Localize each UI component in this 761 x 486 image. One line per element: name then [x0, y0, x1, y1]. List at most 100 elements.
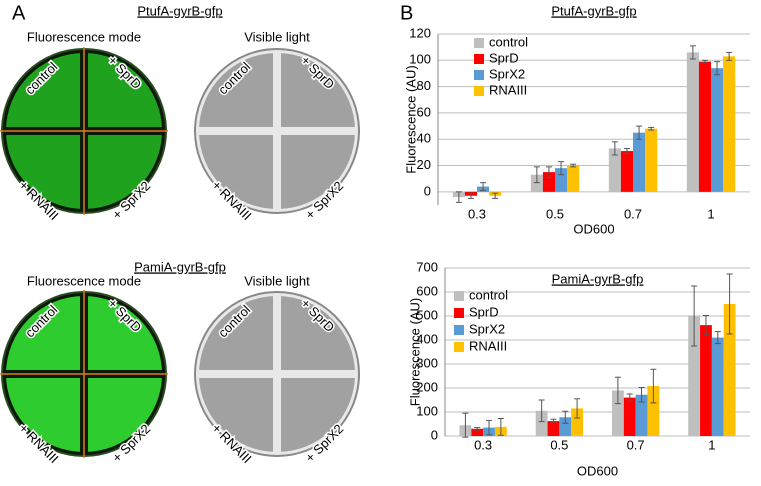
y-tick-label: 80: [417, 78, 431, 93]
bar: [688, 316, 701, 436]
error-bar: [492, 192, 499, 199]
y-tick-label: 120: [409, 25, 431, 40]
error-bar: [626, 393, 633, 402]
y-tick-label: 100: [416, 403, 438, 418]
legend-swatch: [474, 70, 484, 80]
legend-swatch: [474, 86, 484, 96]
y-axis-label: Fluorescence (AU): [403, 65, 418, 173]
error-bar: [562, 410, 569, 424]
error-bar: [611, 141, 618, 156]
error-bar: [702, 315, 709, 336]
error-bar: [726, 51, 733, 61]
legend-swatch: [454, 342, 464, 352]
y-tick-label: 100: [409, 52, 431, 67]
error-bar: [533, 166, 540, 184]
error-bar: [691, 285, 698, 347]
section-title: PamiA-gyrB-gfp: [134, 259, 226, 274]
bar: [547, 421, 560, 436]
plate-mode: Fluorescence mode: [27, 29, 141, 44]
error-bar: [638, 387, 645, 403]
x-tick-label: 0.3: [468, 206, 486, 221]
section-title: PtufA-gyrB-gfp: [137, 3, 222, 18]
bar: [559, 417, 572, 436]
legend-label: SprX2: [489, 66, 525, 81]
y-tick-label: 500: [416, 307, 438, 322]
error-bar: [545, 166, 552, 178]
legend-swatch: [474, 54, 484, 64]
legend-label: SprD: [489, 50, 519, 65]
legend-swatch: [454, 325, 464, 335]
y-tick-label: 600: [416, 283, 438, 298]
plate-mode: Fluorescence mode: [27, 273, 141, 288]
plate-growth: [6, 53, 162, 209]
legend-swatch: [454, 308, 464, 318]
y-tick-label: 300: [416, 355, 438, 370]
error-bar: [480, 182, 487, 192]
error-bar: [650, 368, 657, 404]
error-bar: [558, 161, 565, 176]
legend-swatch: [454, 291, 464, 301]
error-bar: [486, 419, 493, 436]
legend-label: RNAIII: [469, 338, 507, 353]
x-tick-label: 0.7: [624, 206, 642, 221]
bar: [686, 52, 699, 192]
bar: [711, 68, 724, 192]
y-tick-label: 20: [417, 157, 431, 172]
legend-label: SprX2: [469, 321, 505, 336]
bar: [620, 151, 633, 192]
x-tick-label: 1: [708, 437, 715, 452]
bar: [608, 148, 621, 192]
error-bar: [714, 61, 721, 76]
error-bar: [614, 376, 621, 405]
x-axis-label: OD600: [573, 221, 614, 236]
plate: control + SprD+ RNAIII + SprX2: [0, 290, 168, 468]
plate: control + SprD+ RNAIII + SprX2: [194, 48, 360, 225]
legend-swatch: [474, 38, 484, 48]
error-bar: [701, 59, 708, 64]
x-tick-label: 0.3: [474, 437, 492, 452]
error-bar: [550, 418, 557, 424]
x-tick-label: 0.7: [627, 437, 645, 452]
error-bar: [636, 125, 643, 140]
bar: [471, 428, 484, 436]
bar: [535, 410, 548, 436]
bar: [571, 408, 584, 436]
x-tick-label: 1: [707, 206, 714, 221]
bar: [542, 172, 555, 192]
bar: [635, 394, 648, 436]
error-bar: [474, 427, 481, 431]
y-tick-label: 40: [417, 131, 431, 146]
bar: [530, 174, 543, 192]
y-tick-label: 0: [424, 183, 431, 198]
plate: control + SprD+ RNAIII + SprX2: [194, 291, 360, 468]
error-bar: [689, 45, 696, 60]
bar: [623, 397, 636, 436]
error-bar: [455, 191, 462, 203]
y-tick-label: 200: [416, 379, 438, 394]
plate-mode: Visible light: [244, 273, 310, 288]
legend-label: control: [489, 34, 528, 49]
bar: [723, 304, 736, 436]
error-bar: [462, 412, 469, 438]
x-tick-label: 0.5: [550, 437, 568, 452]
plate: control + SprD+ RNAIII + SprX2: [0, 47, 168, 225]
legend-label: SprD: [469, 304, 499, 319]
error-bar: [570, 163, 577, 168]
bar: [633, 132, 646, 192]
legend-label: control: [469, 287, 508, 302]
error-bar: [538, 399, 545, 423]
x-axis-label: OD600: [577, 463, 618, 478]
bar: [647, 386, 660, 436]
bar: [567, 165, 580, 192]
y-tick-label: 0: [431, 427, 438, 442]
y-axis-label: Fluorescence (AU): [407, 298, 422, 406]
error-bar: [497, 417, 504, 436]
y-tick-label: 60: [417, 104, 431, 119]
error-bar: [574, 398, 581, 419]
error-bar: [623, 147, 630, 155]
error-bar: [467, 192, 474, 199]
y-tick-label: 700: [416, 259, 438, 274]
bar: [611, 390, 624, 436]
legend-label: RNAIII: [489, 82, 527, 97]
